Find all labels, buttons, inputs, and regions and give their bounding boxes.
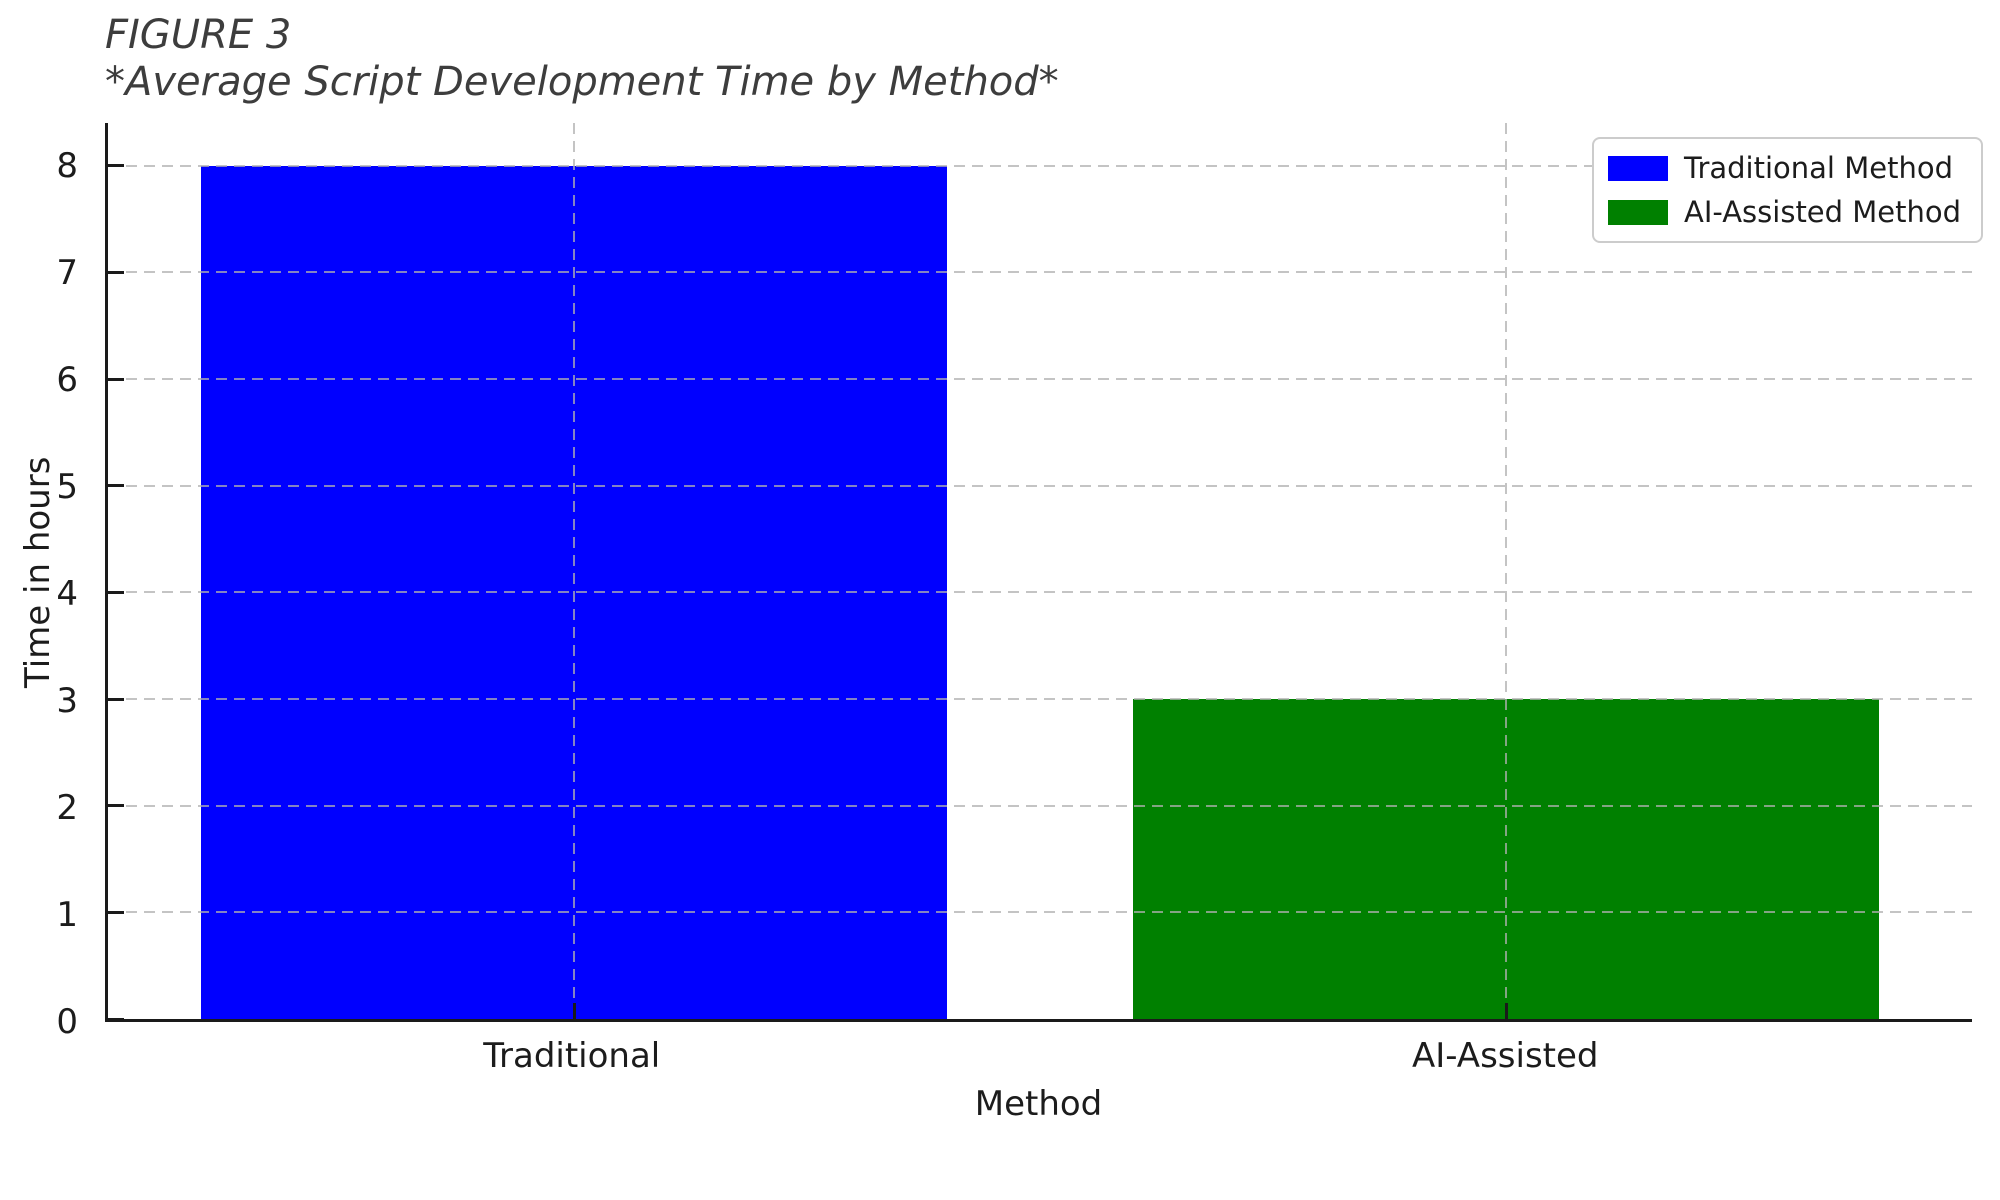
legend-swatch-traditional-icon: [1608, 155, 1668, 181]
x-tick-mark: [1504, 1003, 1508, 1019]
y-tick-mark: [108, 804, 124, 808]
y-tick-mark: [108, 697, 124, 701]
y-tick-mark: [108, 910, 124, 914]
y-tick-label: 1: [56, 894, 78, 935]
y-tick-labels: 0 1 2 3 4 5 6 7 8: [0, 123, 92, 1039]
gridline-horizontal: [108, 378, 1972, 380]
y-tick-label: 4: [56, 573, 78, 614]
y-tick-label: 7: [56, 252, 78, 293]
gridline-horizontal: [108, 164, 1972, 167]
x-axis-label: Method: [974, 1084, 1103, 1124]
gridline-horizontal: [108, 911, 1972, 914]
legend-label: Traditional Method: [1684, 151, 1953, 185]
gridline-horizontal: [108, 484, 1972, 487]
legend-item-traditional: Traditional Method: [1608, 151, 1961, 185]
y-tick-label: 0: [56, 1002, 78, 1042]
plot-area: [105, 123, 1972, 1022]
gridline-horizontal: [108, 804, 1972, 807]
legend-swatch-ai-assisted-icon: [1608, 199, 1668, 225]
y-tick-label: 6: [56, 359, 78, 400]
x-tick-labels: Traditional AI-Assisted: [105, 1036, 1972, 1080]
figure-subtitle: *Average Script Development Time by Meth…: [105, 59, 1059, 106]
title-block: FIGURE 3 *Average Script Development Tim…: [105, 12, 1059, 106]
legend-label: AI-Assisted Method: [1684, 195, 1962, 229]
y-tick-mark: [108, 1017, 124, 1021]
y-tick-label: 3: [56, 680, 78, 721]
y-tick-label: 8: [56, 145, 78, 186]
legend: Traditional Method AI-Assisted Method: [1592, 137, 1984, 243]
x-tick-mark: [572, 1003, 576, 1019]
y-tick-mark: [108, 590, 124, 594]
y-tick-label: 2: [56, 787, 78, 828]
y-tick-mark: [108, 270, 124, 274]
gridline-horizontal: [108, 591, 1972, 594]
gridline-horizontal: [108, 698, 1972, 700]
legend-item-ai-assisted: AI-Assisted Method: [1608, 195, 1961, 229]
y-tick-mark: [108, 484, 124, 488]
gridline-horizontal: [108, 271, 1972, 274]
gridline-vertical: [1505, 123, 1507, 1019]
y-tick-label: 5: [56, 466, 78, 507]
y-tick-mark: [108, 164, 124, 168]
y-tick-mark: [108, 377, 124, 381]
x-tick-label: Traditional: [483, 1036, 661, 1076]
figure-title: FIGURE 3: [105, 12, 292, 58]
gridline-vertical: [573, 123, 575, 1019]
x-tick-label: AI-Assisted: [1412, 1036, 1599, 1076]
